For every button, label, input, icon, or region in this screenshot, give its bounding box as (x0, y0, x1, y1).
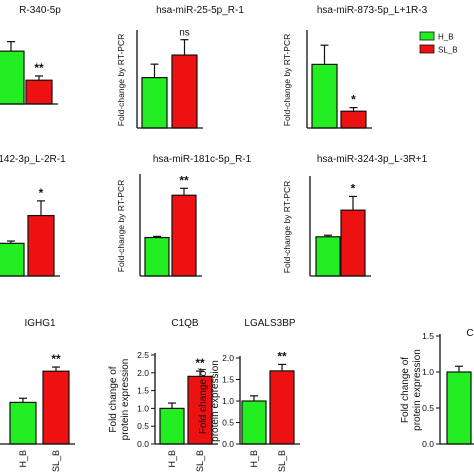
y-tick-label: 1.0 (422, 367, 434, 377)
bar-sl-b (340, 110, 367, 129)
significance-marker: ** (179, 173, 189, 187)
y-axis-label: Fold-change by RT-PCR (116, 180, 126, 272)
significance-marker: ** (277, 349, 287, 363)
y-axis-label: Fold change ofprotein expression (400, 349, 423, 431)
bar-sl-b (25, 79, 53, 105)
chart-title: hsa-miR-25-5p_R-1 (156, 5, 244, 16)
y-tick-label: 1.5 (422, 331, 434, 341)
chart-title: hsa-miR-873-5p_L+1R-3 (317, 5, 428, 16)
bar-sl-b (171, 54, 198, 129)
x-category-label: SL_B (277, 450, 287, 472)
y-axis-label: Fold-change by RT-PCR (116, 34, 126, 126)
chart-panel-5: hsa-miR-181c-5p_R-1 ** Fold-change by RT-P… (116, 154, 252, 277)
y-tick-label: 1.5 (137, 386, 149, 396)
bar-sl-b (42, 370, 70, 445)
bar-sl-b (171, 194, 197, 277)
x-category-label: H_B (18, 450, 28, 468)
bar-h-b (315, 236, 341, 277)
y-axis-label: Fold change ofprotein expression (198, 360, 221, 442)
bar-sl-b (27, 214, 55, 277)
chart-title: IGHG1 (24, 318, 56, 329)
significance-marker: ** (195, 356, 205, 370)
y-axis-label: Fold-change by RT-PCR (282, 34, 292, 126)
significance-marker: ns (179, 28, 190, 39)
y-axis-label: Fold-change by RT-PCR (282, 181, 292, 273)
chart-title: hsa-miR-324-3p_L-3R+1 (317, 154, 428, 165)
chart-title: C (466, 328, 473, 339)
chart-title: hsa-miR-181c-5p_R-1 (153, 154, 252, 165)
y-tick-label: 2.5 (137, 350, 149, 360)
x-category-label: H_B (167, 450, 177, 468)
chart-title: R-340-5p (19, 5, 61, 16)
legend: H_B SL_B (419, 31, 458, 55)
bar-h-b (0, 242, 25, 277)
bar-h-b (311, 63, 338, 129)
bar-sl-b (269, 370, 295, 445)
significance-marker: * (39, 186, 44, 200)
bar-h-b (241, 400, 267, 445)
significance-marker: * (351, 93, 356, 107)
y-axis-label: Fold change ofprotein expression (108, 359, 131, 441)
chart-panel-2: hsa-miR-25-5p_R-1ns Fold-change by RT-PCR (116, 5, 244, 129)
legend-swatch-h-b (419, 31, 435, 41)
chart-title: 142-3p_L-2R-1 (0, 154, 66, 165)
x-category-label: SL_B (51, 450, 61, 472)
y-tick-label: 0.0 (222, 439, 234, 449)
y-tick-label: 2.0 (222, 353, 234, 363)
x-category-label: SL_B (195, 450, 205, 472)
bar-h-b (446, 371, 472, 445)
bar-h-b (0, 50, 25, 105)
y-tick-label: 0.5 (222, 418, 234, 428)
bar-h-b (9, 401, 37, 445)
y-tick-label: 1.5 (222, 375, 234, 385)
bar-h-b (144, 236, 170, 277)
legend-label: H_B (438, 33, 454, 42)
y-tick-label: 1.0 (222, 396, 234, 406)
chart-panel-10: 0.0 0.5 1.0 1.5 C Fold change ofprotein expre… (400, 328, 474, 449)
chart-panel-4: 142-3p_L-2R-1 * (0, 154, 66, 277)
y-tick-label: 2.0 (137, 368, 149, 378)
significance-marker: ** (51, 352, 61, 366)
bar-h-b (141, 76, 168, 129)
chart-panel-1: R-340-5p ** (0, 5, 61, 105)
y-tick-label: 0.0 (137, 439, 149, 449)
legend-swatch-sl-b (419, 44, 435, 54)
y-tick-label: 0.5 (422, 403, 434, 413)
x-category-label: H_B (249, 450, 259, 468)
chart-panel-7: IGHG1 ** H_B SL_B (0, 318, 75, 472)
bar-sl-b (340, 209, 366, 277)
significance-marker: * (351, 181, 356, 195)
chart-title: C1QB (171, 318, 199, 329)
chart-panel-6: hsa-miR-324-3p_L-3R+1 * Fold-change by RT-… (282, 154, 428, 277)
chart-title: LGALS3BP (244, 318, 295, 329)
bar-h-b (159, 407, 185, 445)
chart-panels: R-340-5p**hsa-miR-25-5p_R-1nsFold-change… (0, 5, 474, 472)
legend-label: SL_B (438, 46, 458, 55)
y-tick-label: 0.5 (137, 421, 149, 431)
y-tick-label: 0.0 (422, 439, 434, 449)
significance-marker: ** (34, 61, 44, 75)
chart-panel-3: hsa-miR-873-5p_L+1R-3 * Fold-change by RT-… (282, 5, 428, 129)
y-tick-label: 1.0 (137, 403, 149, 413)
